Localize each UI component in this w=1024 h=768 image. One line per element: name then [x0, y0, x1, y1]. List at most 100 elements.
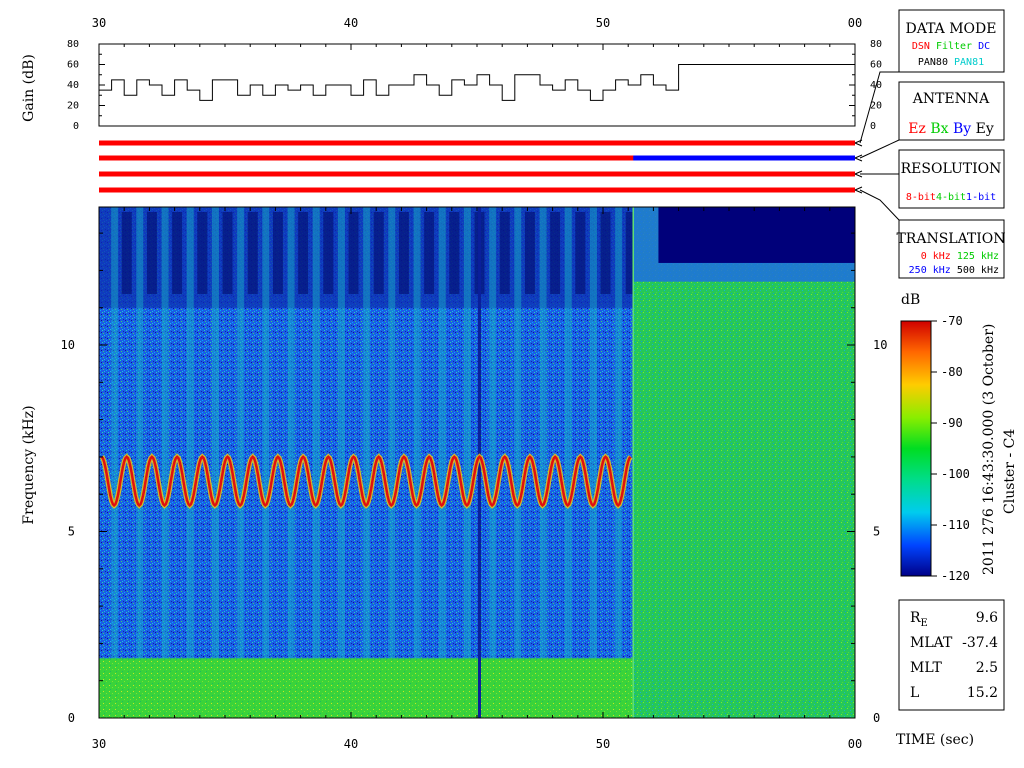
- ephemeris-label: MLT: [910, 660, 942, 676]
- freq-tick-label-right: 5: [873, 525, 880, 539]
- spectro-stripe: [438, 207, 446, 718]
- spacecraft-label: Cluster - C4: [1002, 429, 1018, 514]
- colorbar-tick-label: -120: [941, 569, 970, 583]
- spectro-stripe: [287, 207, 295, 718]
- antenna-row: Ez Bx By Ey: [908, 121, 994, 137]
- spectro-stripe: [186, 207, 194, 718]
- colorbar-tick-label: -110: [941, 518, 970, 532]
- data-mode-row2: PAN80 PAN81: [918, 57, 984, 68]
- gain-tick-label-right: 20: [870, 101, 882, 112]
- spectro-stripe: [489, 207, 497, 718]
- gain-tick-label-left: 40: [67, 80, 79, 91]
- translation-125khz: 125 kHz: [957, 251, 999, 262]
- ephemeris-label-sub: E: [921, 618, 928, 629]
- colorbar-tick-label: -80: [941, 365, 963, 379]
- colorbar-tick-label: -70: [941, 314, 963, 328]
- spectro-stripe: [413, 207, 421, 718]
- top-tick-label: 50: [596, 16, 610, 30]
- spectro-stripe: [161, 207, 169, 718]
- ephemeris-value: 2.5: [976, 660, 998, 676]
- spectro-dark-gap: [298, 212, 309, 295]
- spectro-stripe: [388, 207, 396, 718]
- spectro-stripe: [211, 207, 219, 718]
- bottom-time-axis: 30 40 50 00: [92, 207, 862, 751]
- antenna-ez: Ez: [908, 121, 926, 137]
- spectro-dark-gap: [550, 212, 561, 295]
- spectro-dark-gap: [197, 212, 208, 295]
- spectro-stripe: [463, 207, 471, 718]
- bottom-tick-label: 50: [596, 737, 610, 751]
- spectro-dark-gap: [272, 212, 283, 295]
- spectro-dark-gap: [172, 212, 183, 295]
- translation-250khz: 250 kHz: [909, 265, 951, 276]
- spectro-stripe: [312, 207, 320, 718]
- top-tick-label: 40: [344, 16, 358, 30]
- data-mode-filter: Filter: [936, 41, 972, 52]
- data-mode-dsn: DSN: [912, 41, 930, 52]
- legend-connectors: [854, 71, 900, 221]
- gain-tick-label-right: 0: [870, 121, 876, 132]
- spectro-dark-gap: [373, 212, 384, 295]
- spectro-dark-gap: [524, 212, 535, 295]
- top-tick-label: 00: [848, 16, 862, 30]
- gain-tick-label-left: 60: [67, 60, 79, 71]
- resolution-8bit: 8-bit: [906, 192, 936, 203]
- spectro-low-band: [99, 658, 634, 718]
- spectro-stripe: [564, 207, 572, 718]
- translation-500khz: 500 kHz: [957, 265, 999, 276]
- colorbar: dB -70 -80 -90 -100 -110 -120: [900, 292, 970, 583]
- freq-tick-label-left: 5: [68, 525, 75, 539]
- gain-tick-label-left: 0: [73, 121, 79, 132]
- spectro-dark-gap: [121, 212, 132, 295]
- resolution-title: RESOLUTION: [901, 161, 1002, 177]
- data-mode-row1: DSN Filter DC: [912, 41, 990, 52]
- colorbar-unit: dB: [901, 292, 920, 308]
- spectro-upper-dark: [99, 207, 634, 308]
- spectro-right-empty: [658, 207, 855, 263]
- spectro-stripe: [363, 207, 371, 718]
- freq-tick-label-left: 10: [61, 338, 75, 352]
- status-bars: [99, 140, 855, 193]
- spectro-dark-gap: [323, 212, 334, 295]
- freq-tick-label-left: 0: [68, 711, 75, 725]
- data-mode-pan81: PAN81: [954, 57, 984, 68]
- ephemeris-value: -37.4: [962, 635, 998, 651]
- data-mode-dc: DC: [978, 41, 990, 52]
- spectro-dark-gap: [348, 212, 359, 295]
- status-bar-row-4: [99, 187, 855, 193]
- antenna-box: ANTENNA Ez Bx By Ey: [898, 81, 1005, 141]
- gain-tick-label-left: 80: [67, 39, 79, 50]
- spectro-dark-gap: [499, 212, 510, 295]
- antenna-ey: Ey: [976, 121, 994, 137]
- spectro-stripe: [514, 207, 522, 718]
- freq-tick-label-right: 10: [873, 338, 887, 352]
- spectro-dark-gap: [247, 212, 258, 295]
- resolution-4bit: 4-bit: [936, 192, 966, 203]
- resolution-1bit: 1-bit: [966, 192, 996, 203]
- resolution-box: RESOLUTION 8-bit4-bit1-bit: [898, 149, 1005, 209]
- spectro-stripe: [589, 207, 597, 718]
- frequency-axis-label: Frequency (kHz): [21, 405, 37, 524]
- translation-box: TRANSLATION 0 kHz 125 kHz 250 kHz 500 kH…: [896, 219, 1006, 279]
- spectrogram-image: [99, 207, 855, 718]
- gain-tick-label-right: 80: [870, 39, 882, 50]
- antenna-title: ANTENNA: [912, 91, 990, 107]
- colorbar-tick-label: -90: [941, 416, 963, 430]
- translation-row1: 0 kHz 125 kHz: [921, 251, 999, 262]
- spectro-dark-gap: [398, 212, 409, 295]
- spectro-stripe: [136, 207, 144, 718]
- ephemeris-value: 15.2: [967, 685, 998, 701]
- status-bar-row-3: [99, 171, 855, 177]
- spectro-dark-gap: [449, 212, 460, 295]
- spectro-dark-gap: [146, 212, 157, 295]
- timestamp-label: 2011 276 16:43:30.000 (3 October): [981, 324, 997, 575]
- bottom-tick-label: 00: [848, 737, 862, 751]
- spectro-right-region: [633, 207, 855, 718]
- spectro-dark-gap: [625, 212, 636, 295]
- antenna-bx: Bx: [930, 121, 948, 137]
- gain-y-axis-label: Gain (dB): [21, 54, 37, 122]
- spectro-dark-gap: [600, 212, 611, 295]
- ephemeris-label: L: [910, 685, 919, 701]
